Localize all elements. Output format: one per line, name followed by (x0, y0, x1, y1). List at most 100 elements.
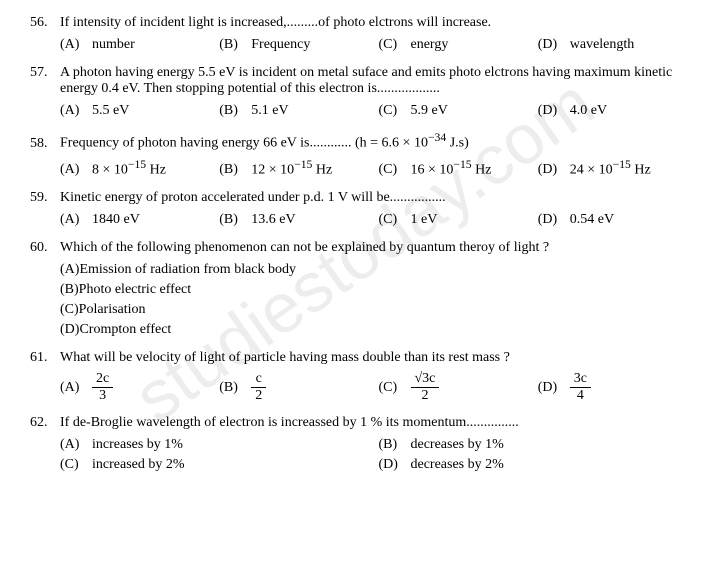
option: (C)1 eV (379, 212, 538, 228)
question-number: 59. (30, 190, 60, 206)
question-text: Which of the following phenomenon can no… (60, 240, 697, 256)
questions-container: 56.If intensity of incident light is inc… (30, 15, 697, 473)
option-text: 8 × 10−15 Hz (92, 158, 166, 179)
option-label: (A) (60, 162, 92, 178)
option-label: (D) (379, 457, 411, 473)
option: (D)Crompton effect (30, 322, 697, 338)
option-label: (C) (379, 103, 411, 119)
question-text: If intensity of incident light is increa… (60, 15, 697, 31)
option-label: (C) (60, 302, 79, 317)
option-text: √3c2 (411, 372, 440, 403)
option: (D)decreases by 2% (379, 457, 698, 473)
option: (B)Photo electric effect (30, 282, 697, 298)
option-text: 2c3 (92, 372, 113, 403)
option: (C)√3c2 (379, 372, 538, 403)
option-label: (C) (379, 37, 411, 53)
option-text: energy (411, 37, 449, 53)
option: (A)Emission of radiation from black body (30, 262, 697, 278)
option-text: 3c4 (570, 372, 591, 403)
option-label: (A) (60, 437, 92, 453)
option-label: (C) (379, 212, 411, 228)
option-label: (B) (219, 212, 251, 228)
option-label: (A) (60, 103, 92, 119)
option-label: (A) (60, 37, 92, 53)
option: (C)increased by 2% (60, 457, 379, 473)
question-text: Kinetic energy of proton accelerated und… (60, 190, 697, 206)
question-number: 60. (30, 240, 60, 256)
option-label: (B) (60, 282, 79, 297)
question: 62.If de-Broglie wavelength of electron … (30, 415, 697, 473)
question-number: 57. (30, 65, 60, 81)
option-label: (C) (379, 162, 411, 178)
question-number: 56. (30, 15, 60, 31)
option-text: 5.5 eV (92, 103, 129, 119)
option-text: wavelength (570, 37, 635, 53)
question: 56.If intensity of incident light is inc… (30, 15, 697, 53)
option: (B)13.6 eV (219, 212, 378, 228)
option-label: (D) (538, 162, 570, 178)
option-label: (B) (219, 37, 251, 53)
option-label: (A) (60, 380, 92, 396)
option-label: (A) (60, 262, 79, 277)
option: (D)3c4 (538, 372, 697, 403)
option-text: Crompton effect (79, 322, 171, 337)
option-text: 24 × 10−15 Hz (570, 158, 651, 179)
option: (B)decreases by 1% (379, 437, 698, 453)
option: (A)2c3 (60, 372, 219, 403)
question-number: 61. (30, 350, 60, 366)
option: (D)24 × 10−15 Hz (538, 158, 697, 179)
option-label: (B) (379, 437, 411, 453)
question: 59.Kinetic energy of proton accelerated … (30, 190, 697, 228)
question-text: A photon having energy 5.5 eV is inciden… (60, 65, 697, 97)
option-label: (C) (379, 380, 411, 396)
question-text: Frequency of photon having energy 66 eV … (60, 131, 697, 152)
option-text: 4.0 eV (570, 103, 607, 119)
option-text: c2 (251, 372, 266, 403)
question-number: 62. (30, 415, 60, 431)
option-label: (D) (538, 103, 570, 119)
option-label: (C) (60, 457, 92, 473)
option: (A)increases by 1% (60, 437, 379, 453)
question: 57.A photon having energy 5.5 eV is inci… (30, 65, 697, 119)
option: (D)4.0 eV (538, 103, 697, 119)
option-label: (B) (219, 162, 251, 178)
option-text: 16 × 10−15 Hz (411, 158, 492, 179)
option: (B)12 × 10−15 Hz (219, 158, 378, 179)
option-text: Photo electric effect (79, 282, 191, 297)
option-text: decreases by 1% (411, 437, 504, 453)
option-text: increased by 2% (92, 457, 185, 473)
option-text: 1840 eV (92, 212, 140, 228)
option: (B)5.1 eV (219, 103, 378, 119)
option-text: number (92, 37, 135, 53)
option-text: 13.6 eV (251, 212, 295, 228)
question: 60.Which of the following phenomenon can… (30, 240, 697, 338)
option-label: (D) (60, 322, 79, 337)
option: (D)0.54 eV (538, 212, 697, 228)
question: 58.Frequency of photon having energy 66 … (30, 131, 697, 178)
option: (A)5.5 eV (60, 103, 219, 119)
option: (C)energy (379, 37, 538, 53)
option-text: 5.1 eV (251, 103, 288, 119)
option-text: 1 eV (411, 212, 438, 228)
question-number: 58. (30, 136, 60, 152)
option-text: 5.9 eV (411, 103, 448, 119)
option: (A)1840 eV (60, 212, 219, 228)
option-text: 0.54 eV (570, 212, 614, 228)
option-text: 12 × 10−15 Hz (251, 158, 332, 179)
question-text: If de-Broglie wavelength of electron is … (60, 415, 697, 431)
option-text: decreases by 2% (411, 457, 504, 473)
option-label: (B) (219, 103, 251, 119)
option-label: (D) (538, 37, 570, 53)
option: (C)16 × 10−15 Hz (379, 158, 538, 179)
option-text: increases by 1% (92, 437, 183, 453)
question-text: What will be velocity of light of partic… (60, 350, 697, 366)
option-text: Frequency (251, 37, 310, 53)
option: (C)5.9 eV (379, 103, 538, 119)
option-label: (B) (219, 380, 251, 396)
option-label: (A) (60, 212, 92, 228)
option: (A)8 × 10−15 Hz (60, 158, 219, 179)
question: 61.What will be velocity of light of par… (30, 350, 697, 403)
option-text: Emission of radiation from black body (79, 262, 296, 277)
option: (B)c2 (219, 372, 378, 403)
option: (C)Polarisation (30, 302, 697, 318)
